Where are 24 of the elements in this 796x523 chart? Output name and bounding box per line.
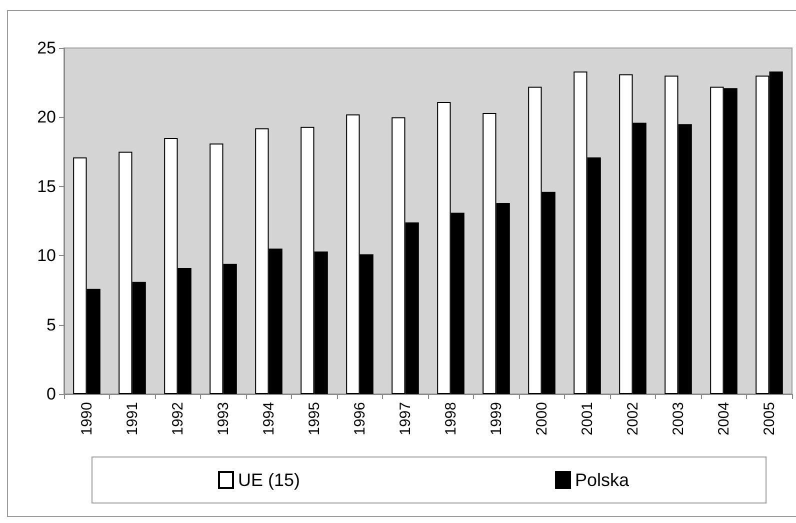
x-tick-label: 1999 bbox=[488, 402, 505, 436]
x-tick-label: 2003 bbox=[670, 402, 687, 436]
y-tick-label: 10 bbox=[37, 246, 56, 266]
y-tick-label: 0 bbox=[46, 384, 56, 404]
x-tick-label: 1995 bbox=[306, 402, 323, 436]
x-tick-label: 2000 bbox=[533, 402, 550, 436]
x-tick-label: 1993 bbox=[214, 402, 232, 436]
legend-label: Polska bbox=[575, 470, 630, 490]
y-tick-label: 5 bbox=[46, 315, 56, 334]
x-tick-label: 1990 bbox=[78, 402, 96, 436]
x-tick-label: 2005 bbox=[760, 402, 778, 436]
y-tick-label: 25 bbox=[37, 38, 56, 58]
y-tick-label: 15 bbox=[37, 176, 56, 196]
x-tick-label: 2004 bbox=[715, 402, 732, 436]
x-tick-label: 1992 bbox=[169, 402, 186, 436]
x-tick-label: 1991 bbox=[124, 402, 141, 436]
legend-label: UE (15) bbox=[238, 470, 300, 490]
x-tick-label: 2001 bbox=[578, 402, 596, 436]
x-tick-label: 1998 bbox=[442, 402, 460, 436]
x-tick-label: 1994 bbox=[260, 402, 278, 436]
x-tick-label: 2002 bbox=[624, 402, 642, 436]
x-tick-label: 1997 bbox=[396, 402, 414, 436]
y-tick-label: 20 bbox=[37, 108, 56, 127]
x-tick-label: 1996 bbox=[351, 402, 368, 436]
